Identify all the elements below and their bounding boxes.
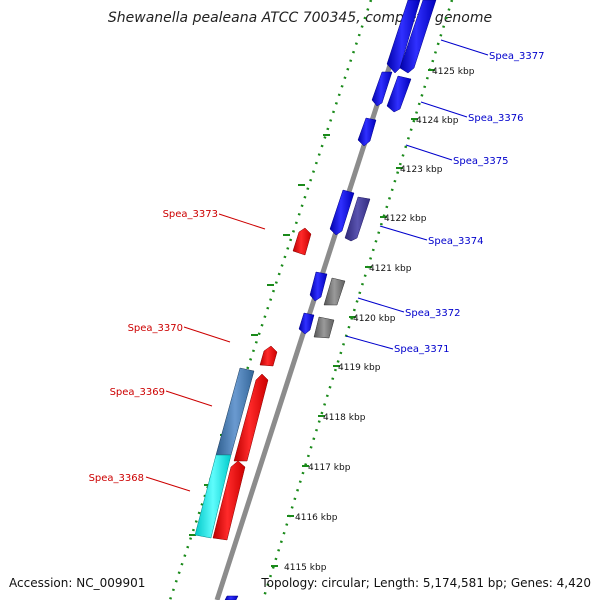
accession-text: Accession: NC_009901 (9, 576, 145, 590)
leader-spea-3375 (405, 144, 453, 161)
gene-label-spea-3376[interactable]: Spea_3376 (468, 113, 523, 124)
topology-text: Topology: circular; Length: 5,174,581 bp… (260, 576, 591, 590)
kbp-label-4119: 4119 kbp (338, 363, 381, 373)
gene-spea-3368-cyan[interactable] (194, 454, 232, 539)
kbp-label-4125: 4125 kbp (432, 67, 475, 77)
gene-spea-3371-a[interactable] (298, 312, 315, 335)
leader-spea-3377 (440, 39, 489, 56)
kbp-label-4123: 4123 kbp (400, 165, 443, 175)
gene-spea-3369-red[interactable] (233, 373, 269, 462)
gene-label-spea-3371[interactable]: Spea_3371 (394, 344, 449, 355)
gene-spea-3368-red[interactable] (212, 460, 246, 541)
gene-spea-3374-b[interactable] (344, 196, 371, 242)
leader-spea-3373 (218, 213, 266, 230)
gene-label-spea-3377[interactable]: Spea_3377 (489, 51, 544, 62)
leader-spea-3370 (183, 326, 231, 343)
kbp-label-4118: 4118 kbp (323, 413, 366, 423)
kbp-label-4124: 4124 kbp (416, 116, 459, 126)
reverse-strand-track (168, 0, 373, 600)
gene-spea-3370[interactable] (259, 345, 278, 367)
kbp-label-4120: 4120 kbp (353, 314, 396, 324)
gene-spea-3377-a[interactable] (386, 0, 421, 74)
leader-spea-3376 (420, 101, 468, 118)
kbp-label-4117: 4117 kbp (308, 463, 351, 473)
gene-partial-bottom[interactable] (224, 595, 239, 600)
ruler-ticks (271, 69, 435, 567)
map-title: Shewanella pealeana ATCC 700345, complet… (108, 10, 492, 26)
leader-spea-3371 (345, 335, 394, 350)
gene-spea-3372-a[interactable] (309, 271, 328, 302)
gene-label-spea-3374[interactable]: Spea_3374 (428, 236, 483, 247)
gene-label-spea-3368[interactable]: Spea_3368 (89, 473, 144, 484)
gene-spea-3376-b[interactable] (386, 75, 412, 113)
gene-spea-3371-b[interactable] (313, 316, 335, 339)
gene-label-spea-3370[interactable]: Spea_3370 (128, 323, 183, 334)
gene-spea-3373[interactable] (292, 227, 312, 256)
leader-spea-3369 (165, 390, 213, 407)
gene-spea-3375[interactable] (357, 117, 377, 147)
gene-label-spea-3375[interactable]: Spea_3375 (453, 156, 508, 167)
gene-spea-3377-b[interactable] (399, 0, 437, 74)
gene-spea-3374-a[interactable] (329, 189, 355, 236)
leader-spea-3374 (379, 225, 428, 241)
kbp-label-4116: 4116 kbp (295, 513, 338, 523)
leader-spea-3372 (357, 297, 405, 313)
kbp-label-4121: 4121 kbp (369, 264, 412, 274)
gene-spea-3376-a[interactable] (371, 71, 393, 107)
gene-spea-3372-b[interactable] (323, 277, 346, 306)
leader-spea-3368 (145, 476, 191, 492)
gene-label-spea-3373[interactable]: Spea_3373 (163, 209, 218, 220)
gene-label-spea-3369[interactable]: Spea_3369 (110, 387, 165, 398)
gene-label-spea-3372[interactable]: Spea_3372 (405, 308, 460, 319)
kbp-label-4122: 4122 kbp (384, 214, 427, 224)
forward-strand-track (261, 0, 454, 600)
kbp-label-4115: 4115 kbp (284, 563, 327, 573)
